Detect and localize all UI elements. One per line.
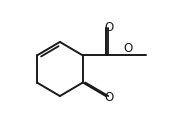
Text: O: O [105, 21, 114, 34]
Text: O: O [123, 42, 132, 55]
Text: O: O [105, 91, 114, 104]
